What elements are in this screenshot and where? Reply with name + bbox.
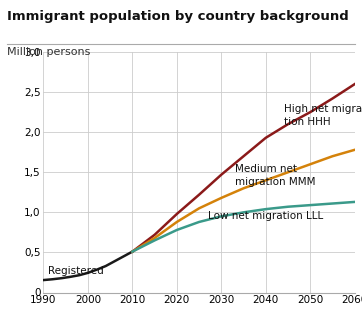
Text: Million persons: Million persons (7, 47, 90, 57)
Text: High net migra-
tion HHH: High net migra- tion HHH (283, 104, 362, 126)
Text: Medium net
migration MMM: Medium net migration MMM (235, 164, 315, 187)
Text: Registered: Registered (48, 266, 104, 277)
Text: Immigrant population by country background: Immigrant population by country backgrou… (7, 10, 349, 23)
Text: Low net migration LLL: Low net migration LLL (208, 211, 323, 221)
